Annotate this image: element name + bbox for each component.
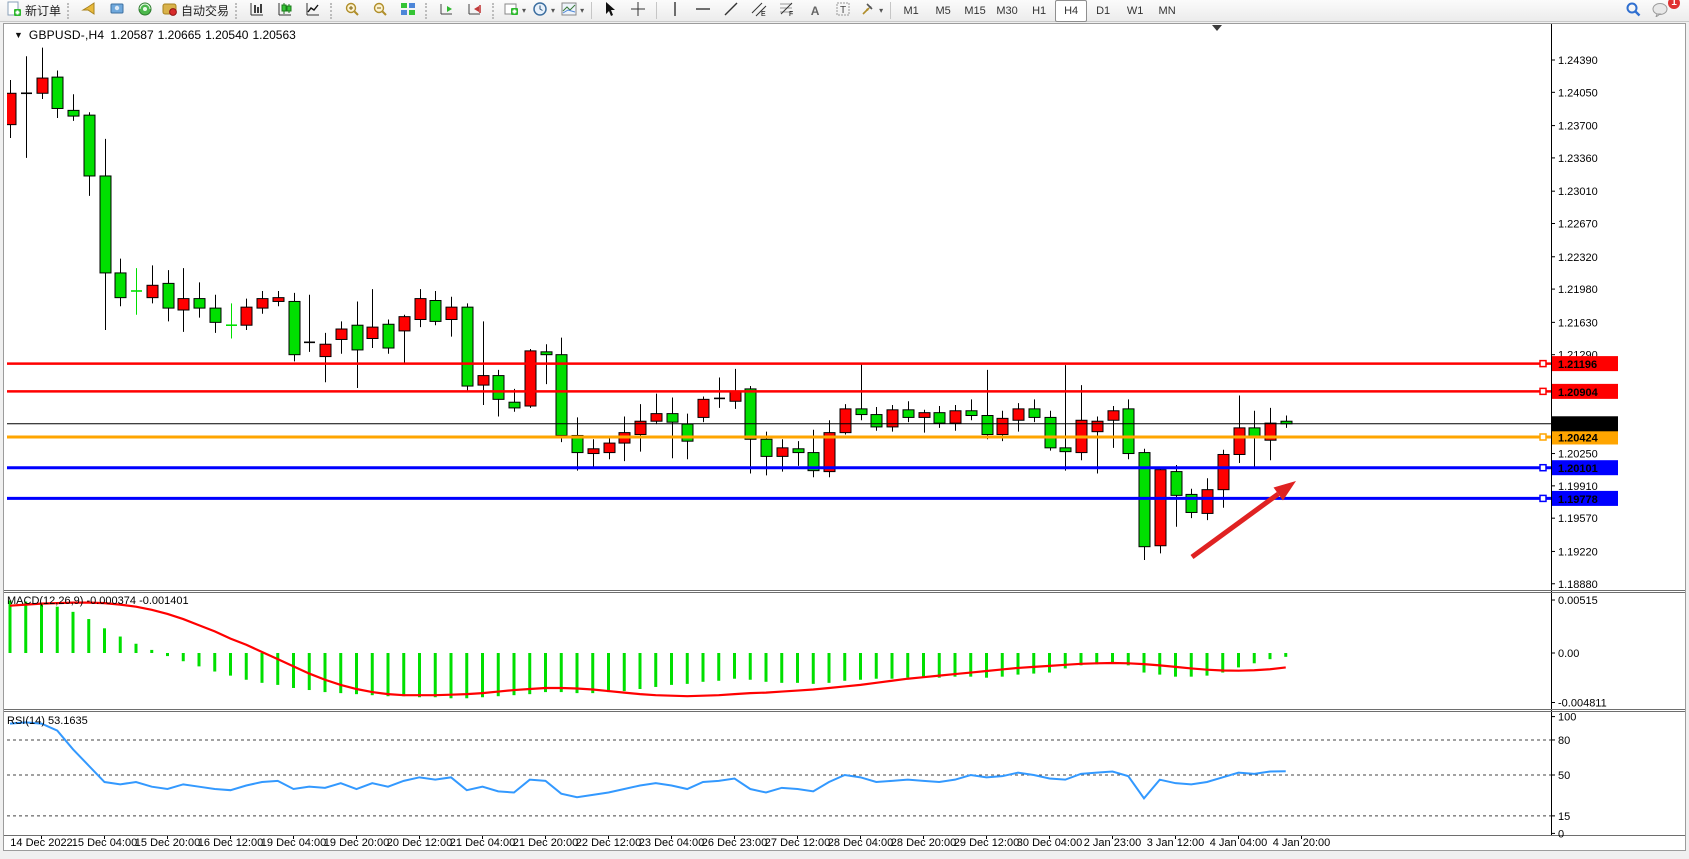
label-button[interactable]: T (829, 0, 857, 22)
ohlc-open: 1.20587 (110, 28, 154, 42)
crosshair-button[interactable] (624, 0, 652, 22)
zoom-in-icon (344, 1, 360, 20)
text-a-icon: A (810, 3, 820, 18)
svg-text:E: E (761, 11, 766, 17)
tf-d1-button[interactable]: D1 (1096, 4, 1111, 17)
zoom-out-icon (372, 1, 388, 20)
dropdown-arrow-icon: ▾ (879, 6, 884, 15)
tile-windows-icon (400, 1, 416, 20)
auto-trading-icon (162, 1, 178, 20)
tf-w1-button[interactable]: W1 (1126, 4, 1144, 17)
clock-icon (532, 1, 548, 20)
new-order-button[interactable]: 新订单 (3, 0, 64, 22)
crosshair-icon (630, 1, 646, 20)
ohlc-low: 1.20540 (205, 28, 249, 42)
ohlc-close: 1.20563 (252, 28, 296, 42)
vertical-line-icon (667, 1, 683, 20)
tf-m1-button[interactable]: M1 (903, 4, 919, 17)
vertical-line-button[interactable] (661, 0, 689, 22)
market-button[interactable] (103, 0, 131, 22)
new-order-label: 新订单 (25, 4, 62, 18)
auto-scroll-icon (439, 1, 455, 20)
tf-m30-button[interactable]: M30 (996, 4, 1018, 17)
chat-bubble-icon (1652, 1, 1670, 20)
tf-m15-button[interactable]: M15 (964, 4, 986, 17)
dropdown-arrow-icon: ▾ (551, 6, 556, 15)
cursor-button[interactable] (596, 0, 624, 22)
new-order-icon (6, 1, 22, 20)
shapes-button[interactable]: ▾ (857, 0, 886, 22)
auto-trading-button[interactable]: 自动交易 (159, 0, 232, 22)
monitor-icon (109, 1, 125, 20)
equidistant-channel-button[interactable]: E (745, 0, 773, 22)
bar-chart-icon (249, 1, 265, 20)
svg-text:T: T (840, 5, 846, 16)
tf-m5-button[interactable]: M5 (935, 4, 951, 17)
horn-icon (81, 1, 97, 20)
tf-mn-button[interactable]: MN (1158, 4, 1176, 17)
window-bottom-strip (0, 851, 1689, 859)
main-toolbar: 新订单 自动交易 ▾ ▾ (0, 0, 1689, 22)
indicators-plus-icon (503, 1, 519, 20)
chart-window[interactable] (3, 23, 1686, 851)
signal-globe-icon (137, 1, 153, 20)
horizontal-line-icon (695, 1, 711, 20)
arrows-icon (860, 1, 876, 20)
chart-symbol-period: GBPUSD-,H4 (28, 28, 105, 42)
auto-trading-label: 自动交易 (181, 4, 230, 18)
line-chart-button[interactable] (299, 0, 327, 22)
chart-header: ▼ GBPUSD-,H4 1.20587 1.20665 1.20540 1.2… (14, 28, 296, 42)
line-chart-icon (305, 1, 321, 20)
search-button[interactable] (1619, 0, 1647, 22)
horizontal-line-button[interactable] (689, 0, 717, 22)
fibonacci-icon: F (779, 1, 795, 20)
indicators-button[interactable]: ▾ (500, 0, 529, 22)
zoom-in-button[interactable] (338, 0, 366, 22)
collapse-triangle-icon[interactable]: ▼ (14, 30, 23, 40)
ohlc-high: 1.20665 (157, 28, 202, 42)
dropdown-arrow-icon: ▾ (580, 6, 585, 15)
periods-button[interactable]: ▾ (529, 0, 558, 22)
bar-chart-button[interactable] (243, 0, 271, 22)
news-horn-button[interactable] (75, 0, 103, 22)
fibonacci-button[interactable]: F (773, 0, 801, 22)
cursor-arrow-icon (602, 1, 618, 20)
tile-windows-button[interactable] (394, 0, 422, 22)
template-icon (561, 1, 577, 20)
signals-button[interactable] (131, 0, 159, 22)
svg-text:F: F (789, 11, 793, 17)
tf-h4-button[interactable]: H4 (1055, 0, 1088, 22)
trendline-button[interactable] (717, 0, 745, 22)
channel-icon: E (751, 1, 767, 20)
chart-shift-button[interactable] (461, 0, 489, 22)
trendline-icon (723, 1, 739, 20)
zoom-out-button[interactable] (366, 0, 394, 22)
chat-unread-badge: 1 (1668, 0, 1680, 9)
text-label-icon: T (835, 1, 851, 20)
text-button[interactable]: A (801, 0, 829, 22)
chat-button[interactable]: 1 (1647, 0, 1680, 22)
auto-scroll-button[interactable] (433, 0, 461, 22)
tf-h1-button[interactable]: H1 (1032, 4, 1047, 17)
dropdown-arrow-icon: ▾ (522, 6, 527, 15)
chart-shift-icon (467, 1, 483, 20)
candlestick-chart-button[interactable] (271, 0, 299, 22)
templates-button[interactable]: ▾ (558, 0, 587, 22)
candlestick-icon (277, 1, 293, 20)
search-icon (1625, 1, 1641, 20)
